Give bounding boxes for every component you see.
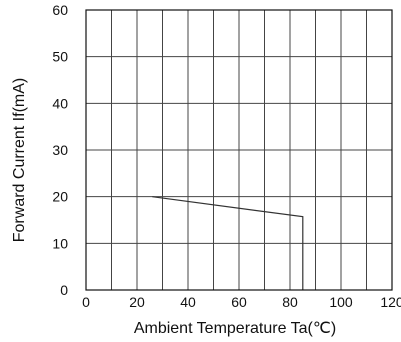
x-tick-labels: 0 20 40 60 80 100 120 (82, 294, 401, 310)
series-group (152, 196, 304, 290)
x-tick-label: 60 (231, 294, 247, 310)
grid-lines (86, 10, 392, 290)
plot-frame (85, 9, 393, 291)
y-tick-label: 30 (52, 142, 68, 158)
x-tick-label: 80 (282, 294, 298, 310)
x-tick-label: 120 (380, 294, 401, 310)
x-tick-label: 40 (180, 294, 196, 310)
y-tick-label: 50 (52, 49, 68, 65)
x-tick-label: 20 (129, 294, 145, 310)
y-tick-label: 0 (60, 282, 68, 298)
y-tick-label: 10 (52, 235, 68, 251)
y-tick-label: 40 (52, 95, 68, 111)
x-axis-label: Ambient Temperature Ta(℃) (134, 320, 336, 337)
derating-curve (152, 196, 304, 290)
x-tick-label: 0 (82, 294, 90, 310)
y-axis-label: Forward Current If(mA) (11, 78, 28, 242)
y-tick-labels: 0 10 20 30 40 50 60 (52, 2, 68, 298)
y-tick-label: 60 (52, 2, 68, 18)
y-tick-label: 20 (52, 189, 68, 205)
x-tick-label: 100 (329, 294, 353, 310)
